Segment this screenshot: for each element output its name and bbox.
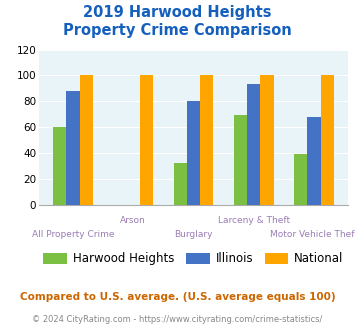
Text: Arson: Arson <box>120 216 146 225</box>
Bar <box>187 101 200 205</box>
Text: All Property Crime: All Property Crime <box>32 230 114 239</box>
Bar <box>140 75 153 205</box>
Bar <box>260 75 274 205</box>
Text: 2019 Harwood Heights: 2019 Harwood Heights <box>83 5 272 20</box>
Bar <box>321 75 334 205</box>
Bar <box>80 75 93 205</box>
Text: Larceny & Theft: Larceny & Theft <box>218 216 290 225</box>
Bar <box>53 127 66 205</box>
Text: Compared to U.S. average. (U.S. average equals 100): Compared to U.S. average. (U.S. average … <box>20 292 335 302</box>
Bar <box>247 84 260 205</box>
Bar <box>234 115 247 205</box>
Bar <box>200 75 213 205</box>
Text: © 2024 CityRating.com - https://www.cityrating.com/crime-statistics/: © 2024 CityRating.com - https://www.city… <box>32 315 323 324</box>
Text: Property Crime Comparison: Property Crime Comparison <box>63 23 292 38</box>
Bar <box>174 163 187 205</box>
Bar <box>294 154 307 205</box>
Bar <box>66 91 80 205</box>
Text: Burglary: Burglary <box>174 230 213 239</box>
Legend: Harwood Heights, Illinois, National: Harwood Heights, Illinois, National <box>43 252 344 265</box>
Bar <box>307 117 321 205</box>
Text: Motor Vehicle Theft: Motor Vehicle Theft <box>270 230 355 239</box>
